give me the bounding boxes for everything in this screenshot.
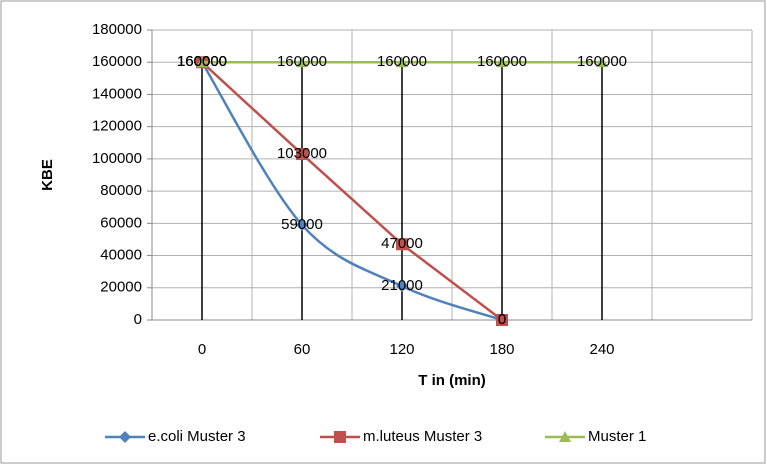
y-tick-label: 100000 [92, 150, 142, 167]
data-label: 59000 [281, 216, 323, 233]
marker [496, 314, 508, 326]
data-label: 160000 [377, 53, 427, 70]
x-tick-label: 60 [294, 341, 311, 358]
data-label: 160000 [177, 53, 227, 70]
marker [396, 56, 408, 68]
y-tick-label: 60000 [100, 214, 142, 231]
data-label: 47000 [381, 235, 423, 252]
y-tick-label: 80000 [100, 182, 142, 199]
legend-label: Muster 1 [588, 428, 646, 445]
y-tick-label: 20000 [100, 279, 142, 296]
data-label: 103000 [277, 145, 327, 162]
data-label: 160000 [177, 53, 227, 70]
x-tick-label: 240 [589, 341, 614, 358]
y-tick-label: 140000 [92, 85, 142, 102]
series-line [201, 61, 503, 321]
data-label: 160000 [177, 53, 227, 70]
data-label: 160000 [577, 53, 627, 70]
data-label: 160000 [277, 53, 327, 70]
data-label: 0 [498, 311, 506, 328]
marker [396, 238, 408, 251]
y-tick-label: 120000 [92, 118, 142, 135]
marker [496, 56, 508, 68]
x-tick-label: 0 [198, 341, 206, 358]
data-label: 0 [498, 311, 506, 328]
y-tick-label: 180000 [92, 21, 142, 38]
marker [119, 431, 131, 443]
y-tick-label: 0 [134, 311, 142, 328]
marker [559, 431, 571, 442]
marker [296, 218, 308, 231]
data-label: 160000 [477, 53, 527, 70]
marker [396, 280, 408, 293]
x-tick-label: 120 [389, 341, 414, 358]
legend-label: m.luteus Muster 3 [363, 428, 482, 445]
x-axis-title: T in (min) [418, 372, 486, 389]
data-label: 21000 [381, 277, 423, 294]
legend-label: e.coli Muster 3 [148, 428, 246, 445]
marker [334, 431, 346, 443]
y-tick-label: 160000 [92, 53, 142, 70]
y-axis-title: KBE [39, 159, 56, 191]
marker [596, 56, 608, 68]
y-tick-label: 40000 [100, 247, 142, 264]
x-tick-label: 180 [489, 341, 514, 358]
series-line [200, 61, 503, 322]
marker [196, 56, 208, 68]
marker [296, 56, 308, 68]
marker [296, 148, 308, 161]
